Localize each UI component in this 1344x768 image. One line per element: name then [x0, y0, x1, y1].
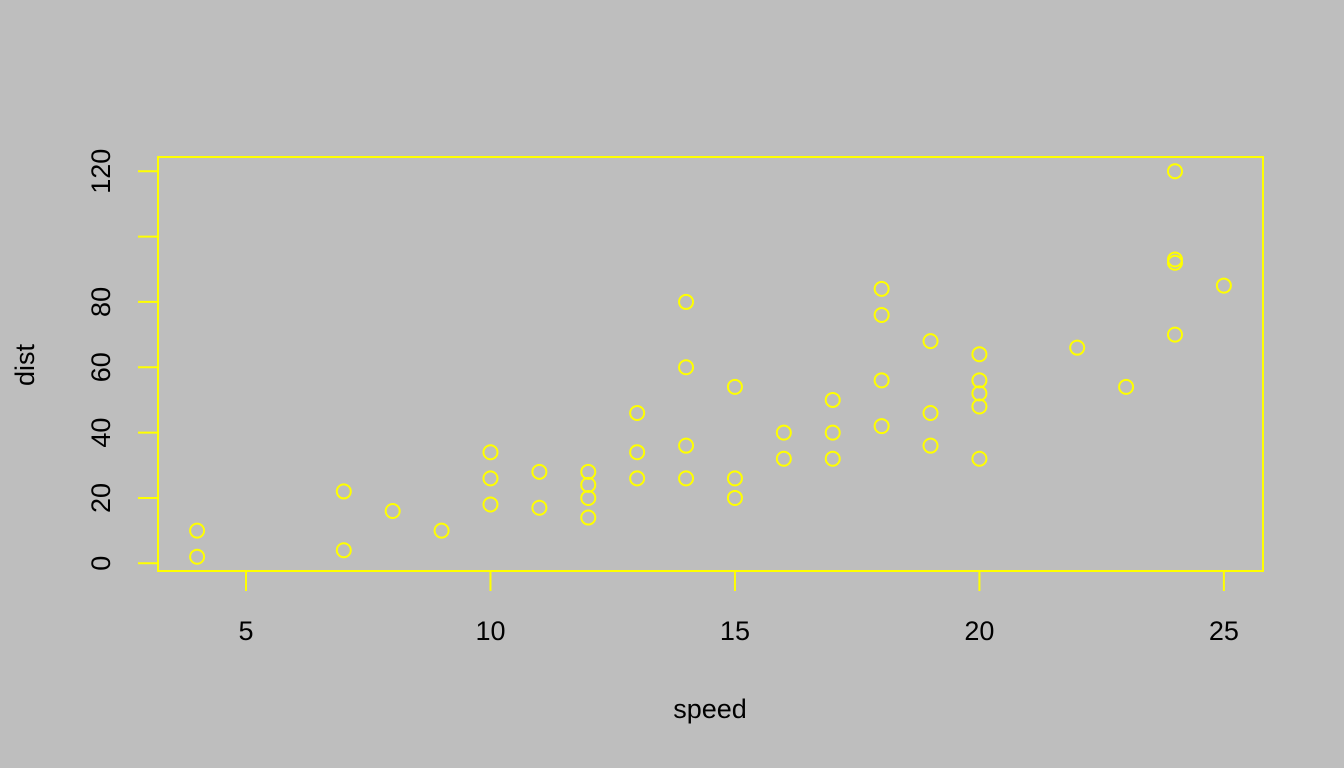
data-point — [482, 496, 499, 513]
data-point — [726, 378, 743, 395]
data-point — [531, 463, 548, 480]
data-points — [189, 163, 1232, 565]
data-point — [824, 450, 841, 467]
data-point — [629, 470, 646, 487]
data-point — [189, 522, 206, 539]
data-point — [433, 522, 450, 539]
data-point — [531, 499, 548, 516]
data-point — [922, 405, 939, 422]
data-point — [629, 405, 646, 422]
data-point — [971, 372, 988, 389]
y-tick-label: 60 — [86, 352, 116, 382]
x-tick-label: 25 — [1209, 616, 1239, 646]
y-tick-label: 120 — [86, 149, 116, 194]
x-axis: 5 10 15 20 25 — [238, 570, 1239, 646]
y-axis: 0 20 40 60 80 120 — [86, 149, 159, 571]
data-point — [726, 489, 743, 506]
x-tick-label: 15 — [720, 616, 750, 646]
data-point — [1166, 326, 1183, 343]
data-point — [775, 424, 792, 441]
x-tick-label: 10 — [475, 616, 505, 646]
x-tick-label: 20 — [964, 616, 994, 646]
data-point — [922, 437, 939, 454]
data-point — [873, 280, 890, 297]
data-point — [189, 548, 206, 565]
data-point — [922, 333, 939, 350]
data-point — [971, 450, 988, 467]
data-point — [873, 306, 890, 323]
y-tick-label: 80 — [86, 287, 116, 317]
data-point — [678, 437, 695, 454]
y-tick-label: 40 — [86, 418, 116, 448]
data-point — [678, 470, 695, 487]
data-point — [1069, 339, 1086, 356]
data-point — [580, 509, 597, 526]
data-point — [384, 503, 401, 520]
data-point — [335, 542, 352, 559]
data-point — [873, 372, 890, 389]
data-point — [1166, 163, 1183, 180]
y-tick-label: 20 — [86, 483, 116, 513]
data-point — [971, 346, 988, 363]
x-axis-label: speed — [673, 694, 747, 724]
data-point — [335, 483, 352, 500]
data-point — [873, 418, 890, 435]
data-point — [482, 470, 499, 487]
data-point — [678, 359, 695, 376]
data-point — [1166, 251, 1183, 268]
data-point — [580, 463, 597, 480]
data-point — [629, 444, 646, 461]
data-point — [726, 470, 743, 487]
data-point — [1118, 378, 1135, 395]
data-point — [678, 293, 695, 310]
y-tick-label: 0 — [86, 556, 116, 571]
y-axis-label: dist — [10, 344, 40, 387]
data-point — [482, 444, 499, 461]
data-point — [824, 424, 841, 441]
data-point — [775, 450, 792, 467]
data-point — [1215, 277, 1232, 294]
data-point — [824, 391, 841, 408]
x-tick-label: 5 — [238, 616, 253, 646]
